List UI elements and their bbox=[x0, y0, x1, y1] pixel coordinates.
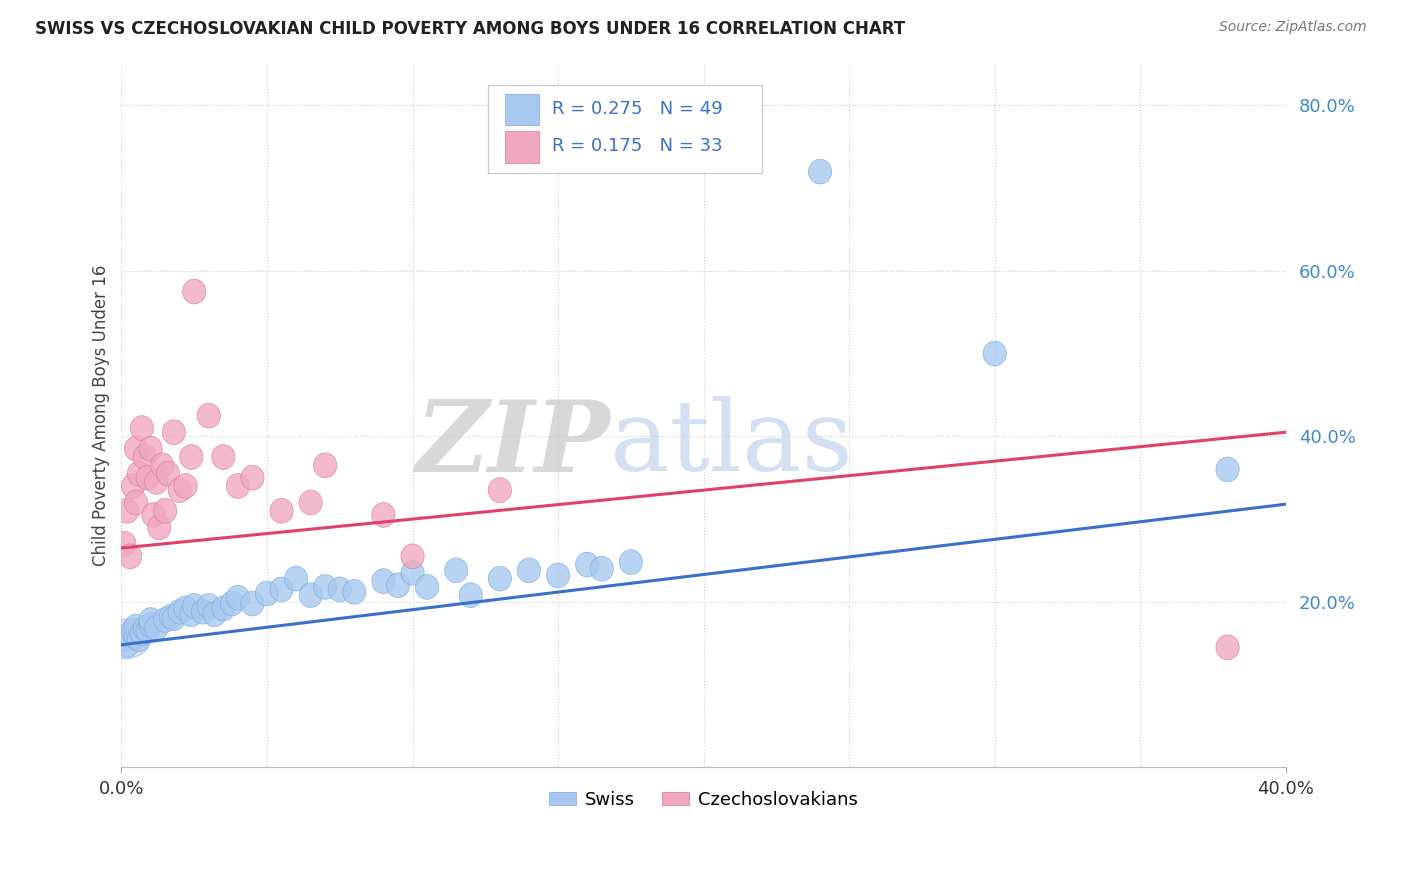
Ellipse shape bbox=[134, 444, 156, 469]
Text: R = 0.275   N = 49: R = 0.275 N = 49 bbox=[553, 100, 723, 118]
Ellipse shape bbox=[139, 436, 162, 461]
Text: SWISS VS CZECHOSLOVAKIAN CHILD POVERTY AMONG BOYS UNDER 16 CORRELATION CHART: SWISS VS CZECHOSLOVAKIAN CHILD POVERTY A… bbox=[35, 20, 905, 37]
Ellipse shape bbox=[221, 591, 243, 615]
FancyBboxPatch shape bbox=[488, 85, 762, 173]
Ellipse shape bbox=[591, 557, 613, 581]
Ellipse shape bbox=[1216, 457, 1239, 482]
Ellipse shape bbox=[124, 615, 148, 639]
Ellipse shape bbox=[488, 478, 512, 502]
Ellipse shape bbox=[156, 461, 180, 486]
Ellipse shape bbox=[197, 593, 221, 618]
Ellipse shape bbox=[284, 566, 308, 591]
Ellipse shape bbox=[371, 569, 395, 593]
Ellipse shape bbox=[148, 515, 172, 540]
Ellipse shape bbox=[547, 563, 569, 588]
Text: ZIP: ZIP bbox=[415, 395, 610, 492]
Ellipse shape bbox=[619, 549, 643, 574]
Ellipse shape bbox=[387, 573, 409, 598]
Text: Source: ZipAtlas.com: Source: ZipAtlas.com bbox=[1219, 20, 1367, 34]
Ellipse shape bbox=[575, 552, 599, 577]
Ellipse shape bbox=[98, 619, 150, 659]
Ellipse shape bbox=[808, 159, 832, 184]
Ellipse shape bbox=[983, 342, 1007, 366]
Legend: Swiss, Czechoslovakians: Swiss, Czechoslovakians bbox=[541, 783, 866, 816]
Ellipse shape bbox=[212, 444, 235, 469]
Ellipse shape bbox=[131, 621, 153, 646]
Ellipse shape bbox=[145, 615, 167, 640]
Ellipse shape bbox=[115, 632, 139, 657]
Y-axis label: Child Poverty Among Boys Under 16: Child Poverty Among Boys Under 16 bbox=[93, 265, 110, 566]
Ellipse shape bbox=[270, 499, 294, 524]
Ellipse shape bbox=[124, 436, 148, 461]
Ellipse shape bbox=[128, 461, 150, 486]
Ellipse shape bbox=[118, 544, 142, 569]
Ellipse shape bbox=[139, 607, 162, 632]
Ellipse shape bbox=[240, 466, 264, 490]
Bar bbox=[505, 94, 540, 125]
Ellipse shape bbox=[180, 602, 202, 626]
Ellipse shape bbox=[131, 416, 153, 441]
Ellipse shape bbox=[142, 502, 165, 527]
Ellipse shape bbox=[256, 581, 278, 606]
Ellipse shape bbox=[136, 618, 159, 643]
Text: R = 0.175   N = 33: R = 0.175 N = 33 bbox=[553, 137, 723, 155]
Ellipse shape bbox=[343, 580, 366, 604]
Ellipse shape bbox=[202, 602, 226, 626]
Ellipse shape bbox=[240, 591, 264, 615]
Ellipse shape bbox=[162, 420, 186, 444]
Ellipse shape bbox=[183, 593, 205, 618]
Ellipse shape bbox=[299, 582, 322, 607]
Ellipse shape bbox=[488, 566, 512, 591]
Ellipse shape bbox=[145, 469, 167, 494]
Ellipse shape bbox=[167, 478, 191, 502]
Ellipse shape bbox=[121, 618, 145, 643]
Ellipse shape bbox=[174, 474, 197, 499]
Ellipse shape bbox=[299, 490, 322, 515]
Ellipse shape bbox=[415, 574, 439, 599]
Ellipse shape bbox=[118, 623, 142, 648]
Ellipse shape bbox=[174, 596, 197, 621]
Ellipse shape bbox=[314, 453, 337, 478]
Ellipse shape bbox=[371, 502, 395, 527]
Ellipse shape bbox=[212, 596, 235, 621]
Ellipse shape bbox=[401, 560, 425, 585]
Ellipse shape bbox=[226, 585, 249, 610]
Ellipse shape bbox=[112, 626, 136, 651]
Ellipse shape bbox=[153, 607, 177, 632]
Ellipse shape bbox=[162, 606, 186, 631]
Ellipse shape bbox=[460, 582, 482, 607]
Ellipse shape bbox=[134, 615, 156, 640]
Ellipse shape bbox=[191, 599, 215, 624]
Ellipse shape bbox=[159, 604, 183, 629]
Ellipse shape bbox=[226, 474, 249, 499]
Ellipse shape bbox=[124, 490, 148, 515]
Ellipse shape bbox=[328, 577, 352, 602]
Ellipse shape bbox=[517, 558, 540, 582]
Ellipse shape bbox=[115, 499, 139, 524]
Ellipse shape bbox=[270, 577, 294, 602]
Ellipse shape bbox=[183, 279, 205, 304]
Ellipse shape bbox=[197, 403, 221, 428]
Ellipse shape bbox=[128, 626, 150, 651]
Ellipse shape bbox=[180, 444, 202, 469]
Ellipse shape bbox=[401, 544, 425, 569]
Ellipse shape bbox=[150, 453, 174, 478]
Ellipse shape bbox=[444, 558, 468, 582]
Ellipse shape bbox=[139, 613, 162, 638]
Ellipse shape bbox=[314, 574, 337, 599]
Ellipse shape bbox=[167, 599, 191, 624]
Ellipse shape bbox=[124, 624, 148, 649]
Ellipse shape bbox=[1216, 635, 1239, 660]
Ellipse shape bbox=[136, 466, 159, 490]
Ellipse shape bbox=[153, 499, 177, 524]
Bar bbox=[505, 131, 540, 162]
Ellipse shape bbox=[112, 532, 136, 557]
Text: atlas: atlas bbox=[610, 396, 853, 491]
Ellipse shape bbox=[121, 474, 145, 499]
